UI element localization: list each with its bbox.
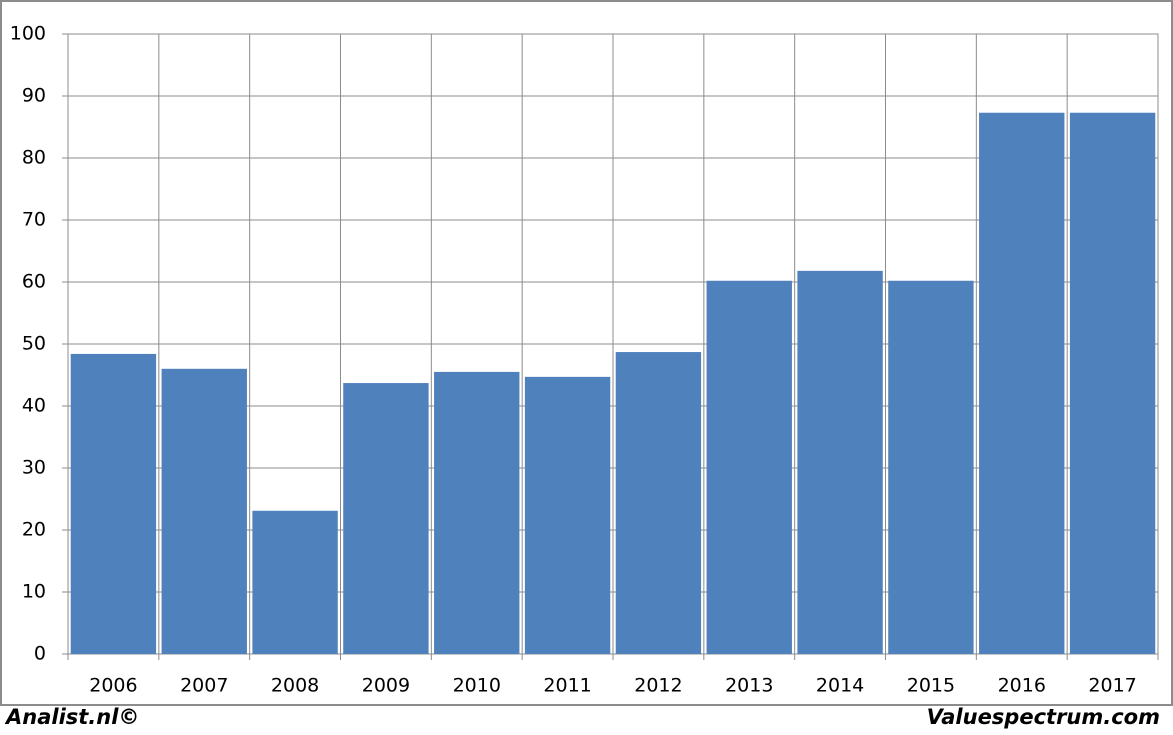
- x-tick-label: 2014: [816, 675, 864, 697]
- bar: [252, 510, 338, 654]
- x-tick-label: 2017: [1088, 675, 1136, 697]
- bar: [797, 270, 883, 654]
- y-tick-label: 10: [22, 581, 46, 603]
- y-tick-label: 20: [22, 519, 46, 541]
- x-tick-label: 2007: [180, 675, 228, 697]
- x-tick-label: 2008: [271, 675, 319, 697]
- y-tick-label: 70: [22, 209, 46, 231]
- y-tick-label: 50: [22, 333, 46, 355]
- bar: [524, 376, 611, 654]
- x-tick-label: 2010: [453, 675, 501, 697]
- y-tick-label: 80: [22, 147, 46, 169]
- y-tick-label: 60: [22, 271, 46, 293]
- x-tick-label: 2009: [362, 675, 410, 697]
- bar: [888, 280, 974, 654]
- footer-left: Analist.nl©: [4, 705, 139, 729]
- bar: [615, 352, 702, 654]
- y-tick-label: 90: [22, 85, 46, 107]
- bar: [1069, 112, 1156, 655]
- bar: [70, 353, 157, 654]
- x-tick-label: 2006: [89, 675, 137, 697]
- bar: [343, 383, 429, 654]
- x-tick-label: 2013: [725, 675, 773, 697]
- x-tick-label: 2016: [998, 675, 1046, 697]
- x-tick-label: 2015: [907, 675, 955, 697]
- y-tick-label: 30: [22, 457, 46, 479]
- y-tick-label: 0: [34, 643, 46, 665]
- bar: [706, 280, 792, 654]
- plot-area: 0 10 20 30 40 50 60 70 80 90 100 2006 2007 2008 2009 20…: [10, 23, 1159, 697]
- x-tick-label: 2012: [634, 675, 682, 697]
- bar: [434, 371, 520, 654]
- x-tick-label: 2011: [543, 675, 591, 697]
- y-tick-label: 100: [10, 23, 46, 45]
- bar: [979, 112, 1065, 655]
- y-tick-label: 40: [22, 395, 46, 417]
- footer-right: Valuespectrum.com: [927, 705, 1160, 729]
- bar: [161, 368, 247, 654]
